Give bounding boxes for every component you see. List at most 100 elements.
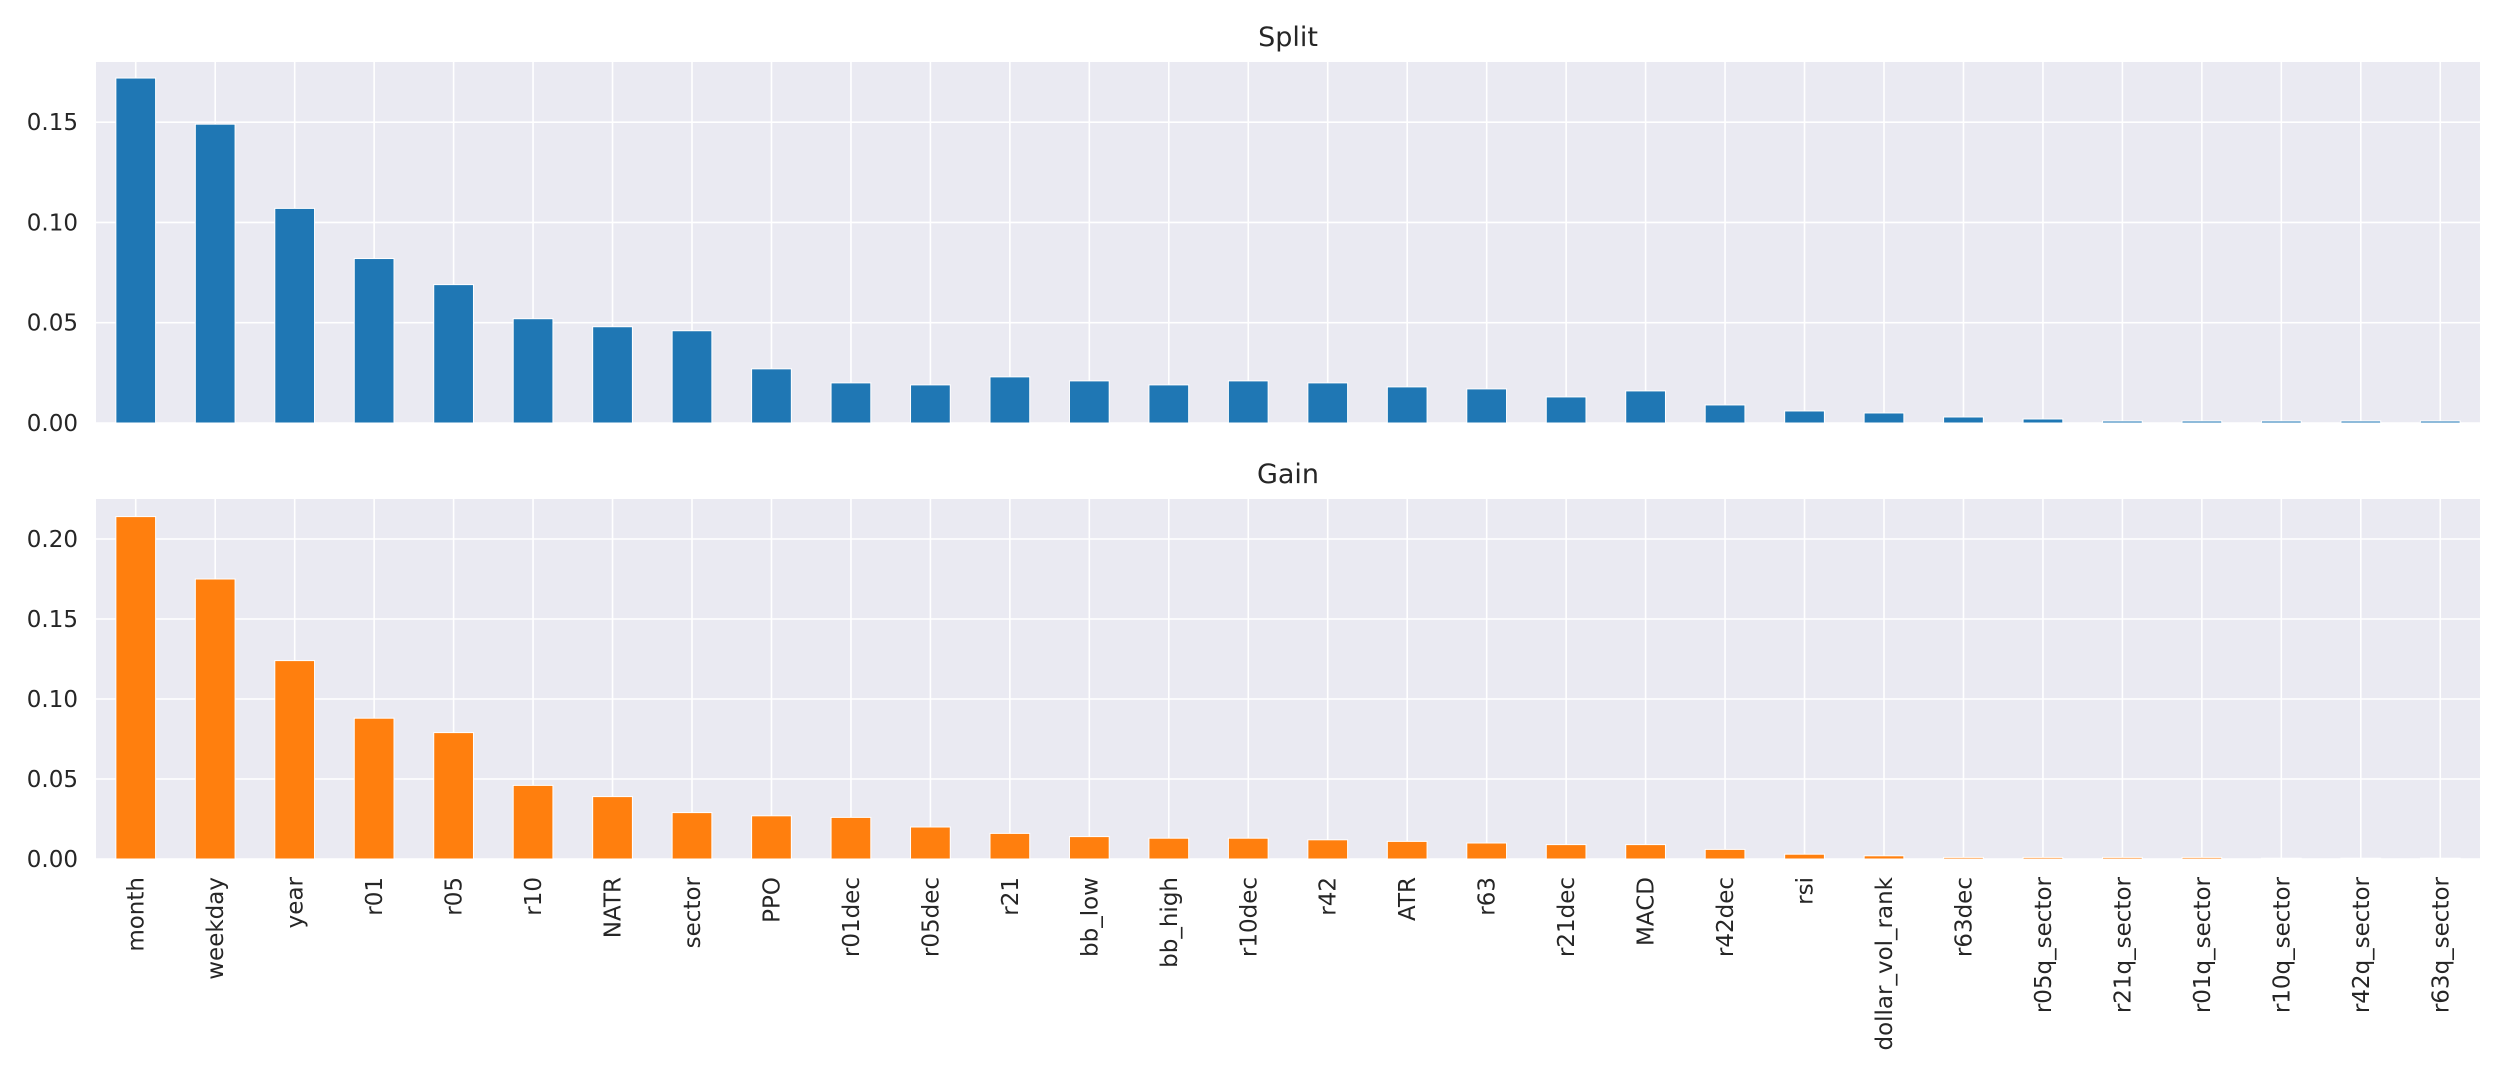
gain-bar [910,826,951,860]
gain-xtick-label: r05 [442,877,468,916]
gain-bar [2419,857,2461,860]
gain-xtick-label: r63 [1475,877,1501,916]
gain-bar [274,660,316,860]
split-bar [1545,396,1587,424]
gain-xtick-label: weekday [203,877,229,980]
split-ytick-label: 0.15 [27,110,78,136]
gain-xtick-label: r01q_sector [2190,876,2216,1013]
gain-xtick-label: NATR [601,877,627,938]
split-bar [989,376,1031,424]
split-bar [2022,418,2064,424]
gain-xtick-label: ATR [1395,877,1421,921]
gain-xtick-label: r10dec [1236,877,1262,957]
gain-xtick-label: PPO [759,877,785,923]
gain-xtick-label: bb_low [1077,877,1103,957]
split-bar [1148,384,1190,424]
gain-bar [1307,839,1349,860]
gain-xtick-label: bb_high [1157,877,1183,968]
split-bar [2181,420,2223,424]
gain-bar [1148,837,1190,860]
gain-ytick-label: 0.00 [27,847,78,873]
gain-xtick-label: r63q_sector [2428,876,2454,1013]
split-ytick-label: 0.05 [27,311,78,337]
split-bar [2419,420,2461,424]
gain-xtick-label: r21 [998,877,1024,916]
gain-xtick-label: rsi [1793,877,1819,905]
gain-xtick-label: r05dec [918,877,944,957]
gain-bar [1704,848,1746,860]
gain-ytick-label: 0.20 [27,527,78,553]
gain-xtick-label: year [283,876,309,928]
split-bar [830,382,872,424]
gain-ytick-label: 0.15 [27,607,78,633]
gain-xtick-label: r42dec [1713,877,1739,957]
split-bar [910,384,951,424]
gain-bar [1386,840,1428,860]
gain-xtick-label: r21dec [1554,877,1580,957]
gain-xtick-label: r42 [1316,877,1342,916]
split-chart-title: Split [1258,22,1318,53]
gain-bar [2102,856,2143,860]
gain-xtick-label: r05q_sector [2031,876,2057,1013]
split-ytick-label: 0.00 [27,411,78,437]
split-bar [751,368,792,424]
split-bar [1466,388,1508,424]
split-bar [1784,410,1825,424]
gain-plot-area [96,499,2480,859]
split-bar [1068,380,1110,424]
split-bar [1625,390,1666,424]
gain-bar [1625,844,1666,860]
gain-bar [2022,856,2064,860]
gain-bar [512,784,554,860]
gain-bar [671,812,713,860]
gain-xtick-label: r10q_sector [2269,876,2295,1013]
split-bar [1386,386,1428,424]
split-bar [2102,420,2143,424]
split-bar [1943,416,1984,424]
gain-xtick-label: r21q_sector [2110,876,2136,1013]
split-bar [433,284,474,424]
gain-xtick-label: r01 [362,877,388,916]
gain-bar [1466,842,1508,860]
gain-bar [2181,856,2223,860]
gain-bar [830,816,872,860]
gain-bar [2340,857,2382,860]
gain-bar [592,796,633,860]
gain-bar [353,717,395,860]
gain-xtick-label: sector [680,876,706,948]
split-bar [1307,382,1349,424]
gain-xtick-label: r42q_sector [2349,876,2375,1013]
gain-bar [751,815,792,860]
split-bar [2340,420,2382,424]
split-bar [1704,404,1746,424]
gain-bar [194,578,236,860]
gain-xtick-label: month [124,877,150,952]
gain-xtick-label: r10 [521,877,547,916]
split-bar [274,207,316,424]
gain-bar [2260,857,2302,860]
gain-bar [1227,837,1269,860]
gain-bar [1545,844,1587,860]
split-bar [2260,420,2302,424]
split-bar [671,330,713,424]
gain-bar [433,732,474,860]
gain-bar [1943,856,1984,860]
split-bar [512,318,554,424]
split-bar [115,77,157,424]
gain-bar [115,516,157,860]
gain-ytick-label: 0.05 [27,767,78,793]
gain-xtick-label: dollar_vol_rank [1872,876,1898,1050]
gain-xtick-label: r01dec [839,877,865,957]
split-bar [592,326,633,424]
gain-ytick-label: 0.10 [27,687,78,713]
split-bar [1227,380,1269,424]
gain-chart-title: Gain [1257,459,1319,490]
split-bar [1863,412,1905,424]
split-ytick-label: 0.10 [27,210,78,236]
gain-bar [1863,855,1905,860]
split-bar [353,258,395,424]
gain-xtick-label: r63dec [1951,877,1977,957]
gain-bar [989,832,1031,860]
